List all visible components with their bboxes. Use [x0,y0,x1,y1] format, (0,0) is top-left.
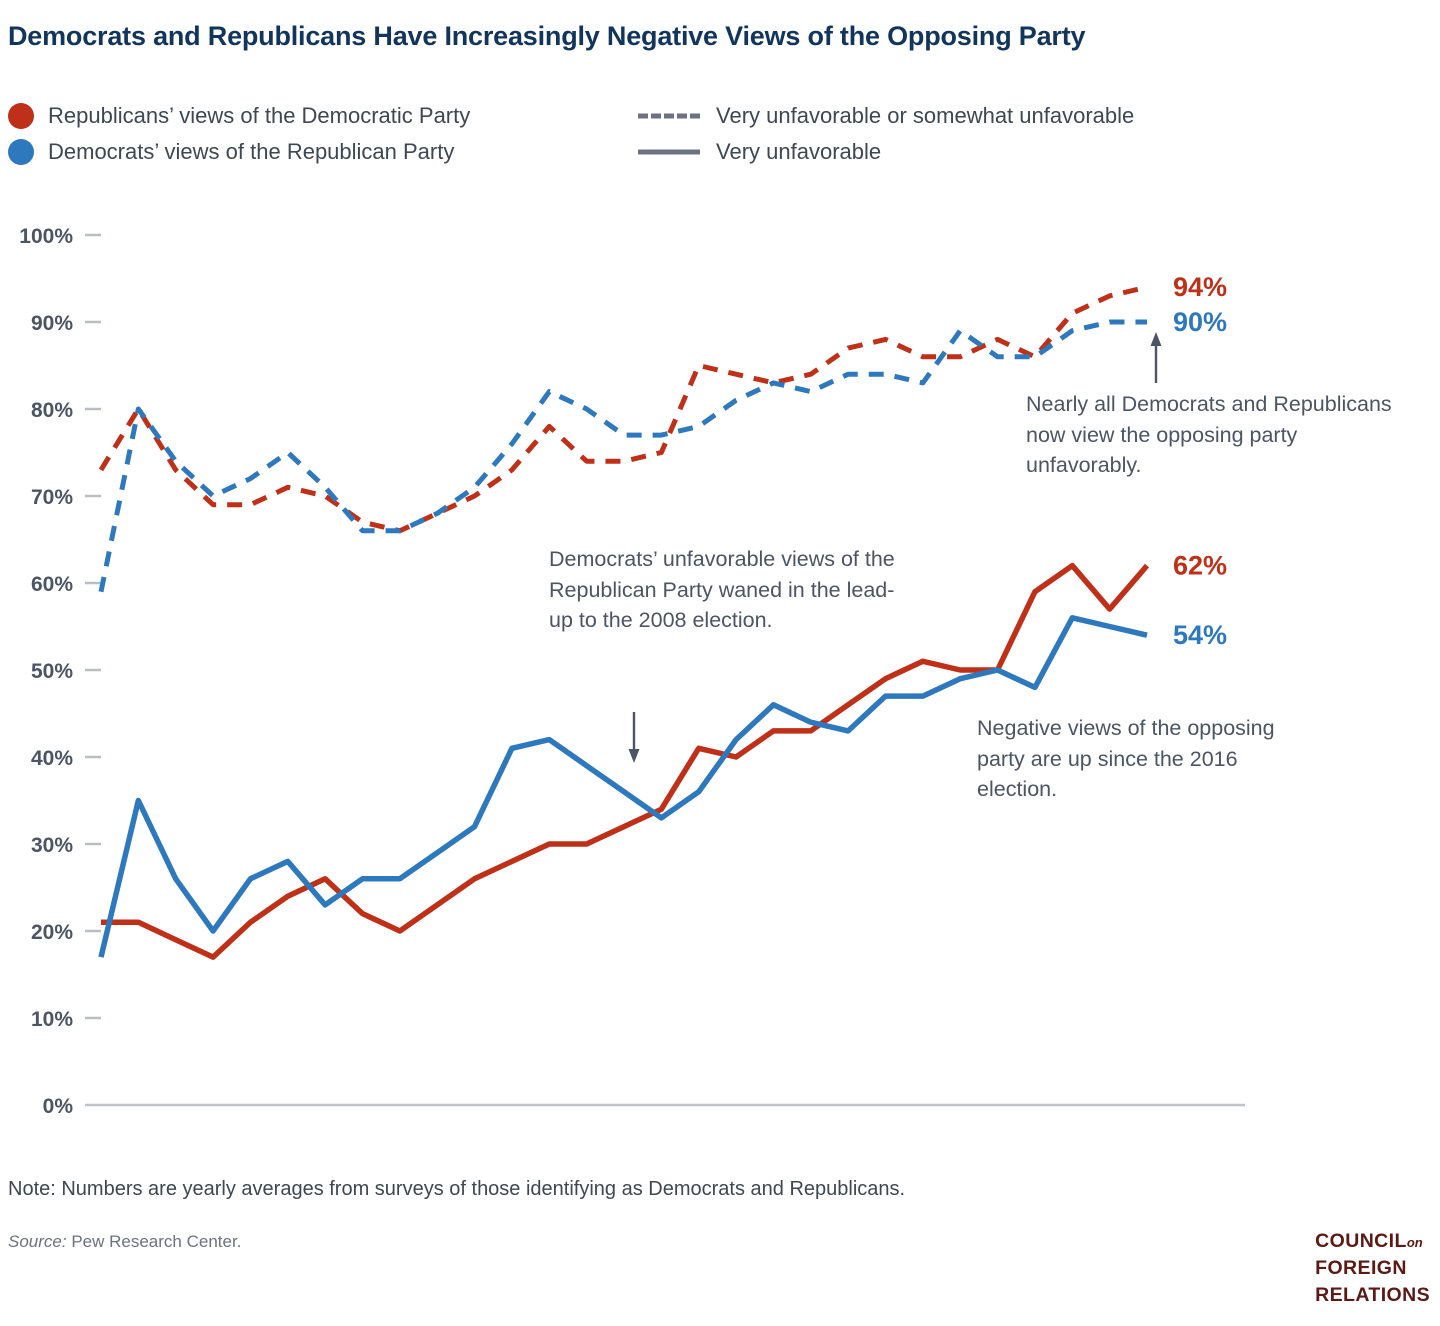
chart-footnote: Note: Numbers are yearly averages from s… [8,1178,906,1200]
source-label: Source: [8,1232,67,1251]
source-text: Pew Research Center. [71,1232,242,1251]
circle-icon-red [8,103,34,129]
y-tick-label: 10% [31,1008,73,1031]
end-label-62pct: 62% [1173,551,1227,581]
y-tick-label: 60% [31,573,73,596]
legend-item-solid: Very unfavorable [638,134,1134,170]
annotation-nearly: Nearly all Democrats and Republicans now… [1026,392,1392,478]
legend-label-republicans: Republicans’ views of the Democratic Par… [48,103,471,128]
y-axis-ticks: 0% 10% 20% 30% 40% 50% 60% 70% 80% 90% 100% [19,225,101,1115]
y-tick-label: 30% [31,834,73,857]
logo-line-1: COUNCILon [1315,1228,1430,1255]
logo-council: COUNCIL [1315,1230,1407,1252]
legend-label-democrats: Democrats’ views of the Republican Party [48,139,455,164]
end-label-54pct: 54% [1173,620,1227,650]
legend-style-column: Very unfavorable or somewhat unfavorable… [638,98,1134,170]
legend-item-democrats: Democrats’ views of the Republican Party [8,134,470,170]
annotation-waned: Democrats’ unfavorable views of the Repu… [549,547,895,633]
data-series-group [98,284,1150,960]
annotation-arrow-nearly [1150,332,1162,383]
circle-icon-blue [8,139,34,165]
legend-item-republicans: Republicans’ views of the Democratic Par… [8,98,470,134]
legend-label-solid: Very unfavorable [716,139,882,164]
y-tick-label: 20% [31,921,73,944]
end-label-90pct: 90% [1173,307,1227,337]
logo-line-3: RELATIONS [1315,1283,1430,1306]
series-line-0 [98,284,1148,534]
chart-legend: Republicans’ views of the Democratic Par… [8,98,1408,178]
cfr-logo: COUNCILon FOREIGN RELATIONS [1315,1228,1430,1309]
solid-line-icon [638,139,700,165]
dashed-line-icon [638,103,700,129]
logo-on: on [1406,1235,1423,1250]
chart-canvas: 0%10%20%30%40%50%60%70%80%90%100% 199520… [19,225,1245,1115]
series-line-2 [101,562,1150,960]
y-tick-label: 40% [31,747,73,770]
series-end-labels: 94% 90% 62% 54% [1173,272,1227,650]
y-tick-label: 70% [31,486,73,509]
line-chart: 0%10%20%30%40%50%60%70%80%90%100% 199520… [0,215,1440,1115]
y-tick-label: 0% [43,1095,74,1115]
y-tick-label: 100% [19,225,73,248]
legend-label-dashed: Very unfavorable or somewhat unfavorable [716,103,1135,128]
logo-line-2: FOREIGN [1315,1256,1407,1279]
y-tick-label: 80% [31,399,73,422]
legend-item-dashed: Very unfavorable or somewhat unfavorable [638,98,1134,134]
page-title: Democrats and Republicans Have Increasin… [8,21,1086,51]
y-tick-label: 50% [31,660,73,683]
end-label-94pct: 94% [1173,272,1227,302]
annotation-negative: Negative views of the opposing party are… [977,716,1275,802]
y-tick-label: 90% [31,312,73,335]
legend-series-column: Republicans’ views of the Democratic Par… [8,98,470,170]
annotation-arrow-waned [628,712,640,763]
chart-source: Source: Pew Research Center. [8,1232,241,1252]
series-line-3 [98,615,1148,958]
series-line-1 [98,319,1147,593]
